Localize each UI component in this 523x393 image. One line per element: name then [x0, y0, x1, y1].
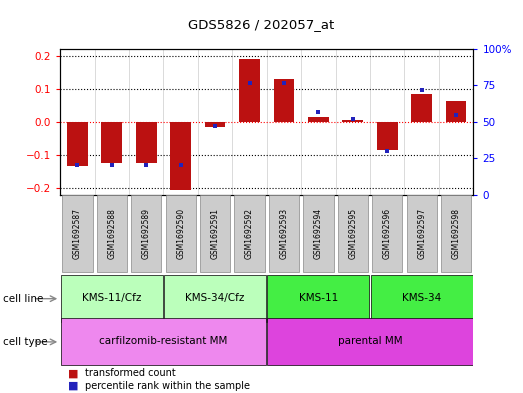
- Bar: [267, 318, 473, 365]
- Bar: [136, 122, 156, 163]
- Bar: [411, 94, 432, 122]
- Bar: [62, 195, 93, 272]
- Text: parental MM: parental MM: [338, 336, 402, 346]
- Bar: [303, 195, 334, 272]
- Bar: [164, 275, 266, 322]
- Bar: [343, 120, 363, 122]
- Text: GDS5826 / 202057_at: GDS5826 / 202057_at: [188, 18, 335, 31]
- Text: KMS-34: KMS-34: [402, 293, 441, 303]
- Bar: [371, 275, 473, 322]
- Text: cell type: cell type: [3, 337, 47, 347]
- Text: percentile rank within the sample: percentile rank within the sample: [85, 381, 249, 391]
- Text: GSM1692588: GSM1692588: [107, 208, 116, 259]
- Bar: [308, 117, 329, 122]
- Text: transformed count: transformed count: [85, 368, 176, 378]
- Bar: [446, 101, 467, 122]
- Text: GSM1692587: GSM1692587: [73, 208, 82, 259]
- Text: carfilzomib-resistant MM: carfilzomib-resistant MM: [99, 336, 228, 346]
- Bar: [97, 195, 127, 272]
- Text: GSM1692597: GSM1692597: [417, 208, 426, 259]
- Bar: [205, 122, 225, 127]
- Bar: [274, 79, 294, 122]
- Bar: [170, 122, 191, 189]
- Bar: [200, 195, 230, 272]
- Text: ■: ■: [68, 368, 78, 378]
- Bar: [372, 195, 402, 272]
- Text: GSM1692594: GSM1692594: [314, 208, 323, 259]
- Text: GSM1692589: GSM1692589: [142, 208, 151, 259]
- Text: GSM1692593: GSM1692593: [279, 208, 289, 259]
- Bar: [441, 195, 471, 272]
- Text: GSM1692595: GSM1692595: [348, 208, 357, 259]
- Bar: [267, 275, 369, 322]
- Text: ■: ■: [68, 381, 78, 391]
- Text: KMS-11/Cfz: KMS-11/Cfz: [82, 293, 142, 303]
- Text: GSM1692592: GSM1692592: [245, 208, 254, 259]
- Bar: [131, 195, 162, 272]
- Bar: [338, 195, 368, 272]
- Text: KMS-34/Cfz: KMS-34/Cfz: [185, 293, 245, 303]
- Bar: [239, 59, 260, 122]
- Text: cell line: cell line: [3, 294, 43, 304]
- Bar: [61, 275, 163, 322]
- Text: GSM1692598: GSM1692598: [451, 208, 461, 259]
- Text: GSM1692596: GSM1692596: [383, 208, 392, 259]
- Bar: [67, 122, 88, 167]
- Text: GSM1692590: GSM1692590: [176, 208, 185, 259]
- Bar: [101, 122, 122, 163]
- Bar: [377, 122, 397, 150]
- Bar: [165, 195, 196, 272]
- Text: KMS-11: KMS-11: [299, 293, 338, 303]
- Bar: [234, 195, 265, 272]
- Bar: [269, 195, 299, 272]
- Text: GSM1692591: GSM1692591: [211, 208, 220, 259]
- Bar: [406, 195, 437, 272]
- Bar: [61, 318, 266, 365]
